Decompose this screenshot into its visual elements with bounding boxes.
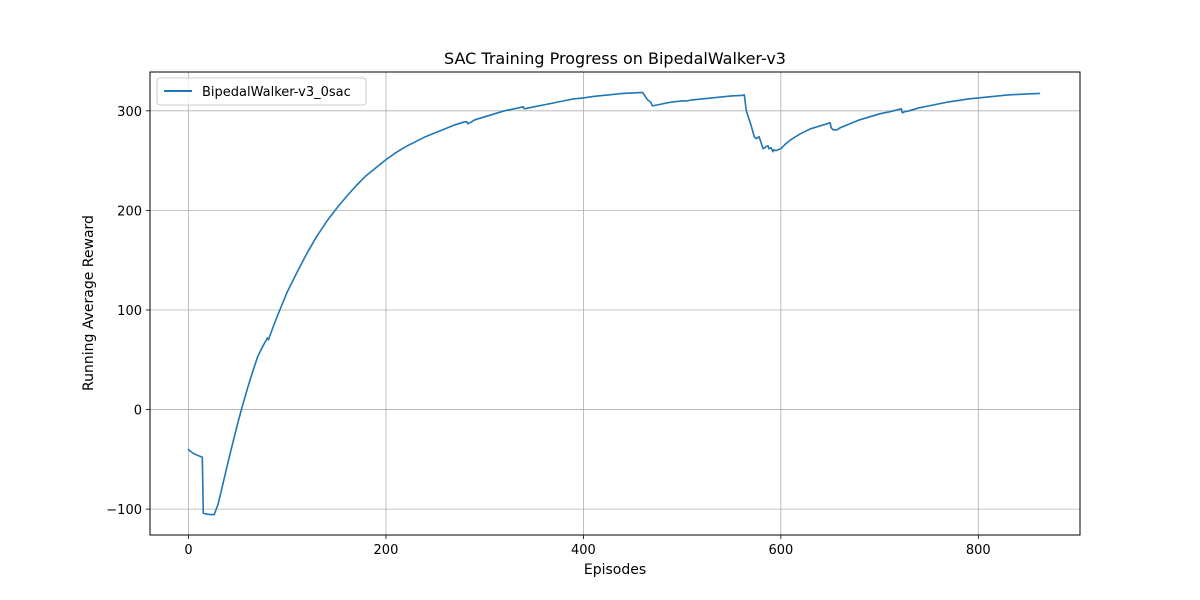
legend-label: BipedalWalker-v3_0sac: [202, 85, 351, 100]
chart-title: SAC Training Progress on BipedalWalker-v…: [444, 49, 786, 68]
series-layer: [187, 91, 1041, 516]
y-tick-label: 0: [134, 404, 142, 419]
y-tick-label: −100: [106, 503, 142, 518]
x-tick-label: 400: [571, 543, 596, 558]
grid-lines: [150, 72, 1080, 535]
x-tick-label: 0: [184, 543, 192, 558]
y-axis-label: Running Average Reward: [81, 215, 97, 391]
y-axis-ticks: −100 0 100 200 300: [106, 105, 150, 518]
series-line: [187, 91, 1041, 516]
x-axis-label: Episodes: [584, 562, 646, 578]
x-tick-label: 600: [768, 543, 793, 558]
legend-box: [156, 77, 367, 106]
x-axis-ticks: 0 200 400 600 800: [184, 535, 991, 558]
x-tick-label: 800: [966, 543, 991, 558]
y-tick-label: 100: [117, 304, 142, 319]
plot-area-frame: [149, 71, 1081, 536]
y-tick-label: 300: [117, 105, 142, 120]
x-tick-label: 200: [374, 543, 399, 558]
legend: BipedalWalker-v3_0sac: [156, 77, 367, 106]
y-tick-label: 200: [117, 204, 142, 219]
